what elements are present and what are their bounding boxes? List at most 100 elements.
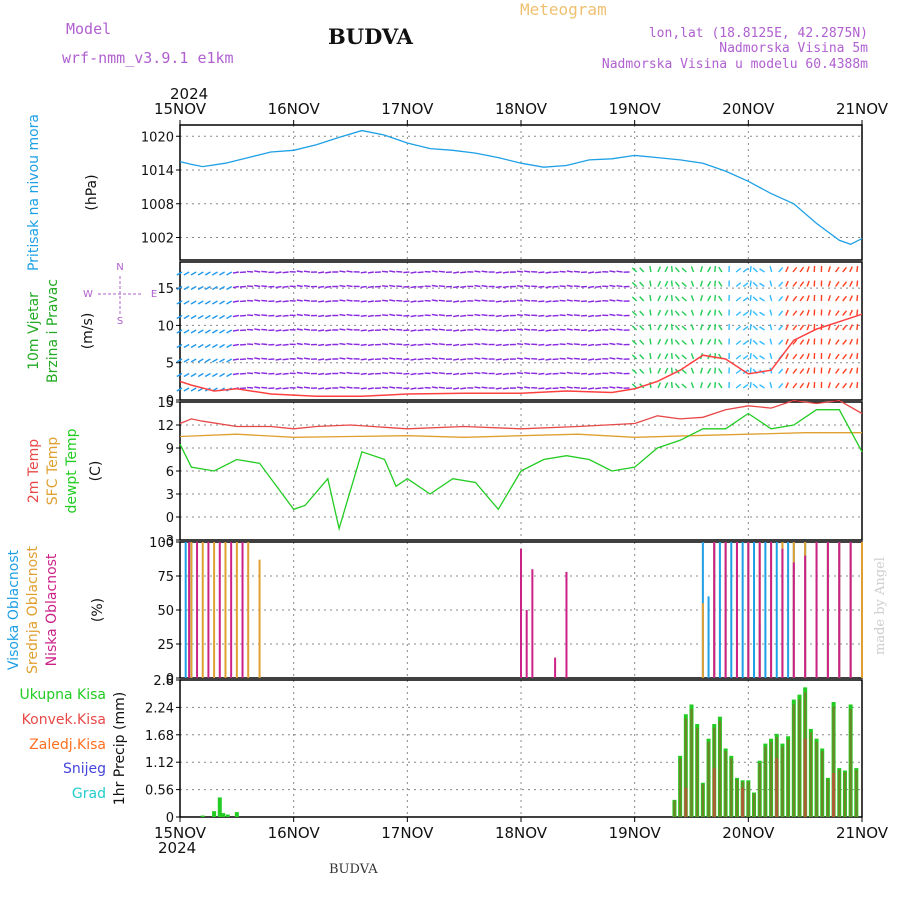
wind-arrow <box>735 369 742 375</box>
precip-bar-overlay <box>838 770 841 817</box>
wind-arrow <box>595 314 602 317</box>
wind-arrow <box>856 294 859 302</box>
wind-arrow <box>707 324 712 331</box>
wind-arrow <box>232 343 239 347</box>
wind-arrow <box>516 285 524 288</box>
wind-arrow <box>303 299 310 302</box>
wind-arrow <box>609 386 616 389</box>
wind-arrow <box>639 339 645 345</box>
precip-bar-overlay <box>798 699 801 817</box>
wind-arrow <box>670 265 673 273</box>
wind-arrow <box>616 386 623 389</box>
wind-arrow <box>657 367 662 374</box>
precip-ytick-label: 2.24 <box>145 701 174 716</box>
wind-arrow <box>699 266 704 273</box>
wind-arrow <box>453 387 460 390</box>
wind-arrow <box>690 367 695 374</box>
wind-arrow <box>538 358 545 361</box>
wind-arrow <box>502 329 509 332</box>
precip-bar <box>217 797 222 817</box>
wind-arrow <box>674 281 680 287</box>
wind-arrow <box>714 381 717 389</box>
wind-arrow <box>254 299 261 302</box>
pressure-unit: (hPa) <box>84 174 100 210</box>
wind-arrow <box>545 300 552 303</box>
wind-arrow <box>718 324 723 331</box>
wind-arrow <box>524 328 531 331</box>
year-top: 2024 <box>170 85 209 103</box>
wind-arrow <box>545 271 552 274</box>
wind-arrow <box>460 358 467 361</box>
wind-arrow <box>339 328 346 331</box>
wind-arrow <box>389 342 396 346</box>
wind-arrow <box>664 266 669 273</box>
wind-arrow <box>588 329 595 332</box>
wind-arrow <box>211 358 218 363</box>
wind-arrow <box>639 281 645 287</box>
wind-arrow <box>226 300 233 305</box>
wind-arrow <box>714 280 717 287</box>
precip-bar-overlay <box>843 772 847 817</box>
wind-arrow <box>417 372 424 375</box>
wind-arrow <box>381 314 389 317</box>
wind-arrow <box>690 382 695 389</box>
wind-arrow <box>609 342 616 346</box>
wind-arrow <box>735 383 742 389</box>
wind-arrow <box>190 387 197 392</box>
wind-arrow <box>792 310 798 316</box>
wind-arrow <box>226 314 233 320</box>
wind-arrow <box>367 372 374 376</box>
clouds-bar <box>207 542 210 678</box>
clouds-bar <box>184 542 187 678</box>
wind-arrow <box>303 343 310 346</box>
wind-arrow <box>481 284 488 288</box>
wind-arrow <box>792 324 798 331</box>
wind-ytick-label: 0 <box>166 394 174 409</box>
x-tick-label-top: 19NOV <box>609 100 662 118</box>
wind-arrow <box>545 329 552 332</box>
wind-arrow <box>806 309 810 316</box>
wind-arrow <box>360 343 367 346</box>
wind-arrow <box>410 314 417 318</box>
temperature-panel: 15 12 9 6 3 0 -3 2m Temp SFC Temp dewpt Temp (C) <box>26 396 863 549</box>
wind-arrow <box>460 271 467 274</box>
wind-arrow <box>849 280 853 287</box>
wind-arrow <box>417 387 424 390</box>
wind-arrow <box>481 328 488 331</box>
wind-arrow <box>204 285 211 291</box>
clouds-bar <box>735 542 738 678</box>
model-label: Model <box>66 20 112 38</box>
clouds-axis-title: Niska Oblacnost <box>44 553 60 666</box>
wind-arrow <box>718 339 723 345</box>
wind-arrow <box>609 284 616 288</box>
clouds-bar <box>804 555 807 678</box>
wind-arrow <box>664 382 669 389</box>
wind-arrow <box>609 371 616 375</box>
wind-arrow <box>381 328 389 331</box>
wind-arrow <box>670 367 673 374</box>
wind-arrow <box>502 343 509 347</box>
wind-arrow <box>410 271 417 274</box>
wind-arrow <box>714 338 717 345</box>
wind-arrow <box>232 271 239 274</box>
clouds-axis-title: Srednja Oblacnost <box>25 546 41 674</box>
wind-arrow <box>176 271 183 276</box>
wind-arrow <box>453 271 460 274</box>
wind-arrow <box>360 329 367 332</box>
wind-arrow <box>806 338 810 345</box>
wind-arrow <box>799 295 805 302</box>
wind-arrow <box>211 314 218 320</box>
wind-arrow <box>232 314 239 318</box>
wind-arrow <box>282 372 289 375</box>
precip-bar-overlay <box>724 751 727 817</box>
wind-arrow <box>176 387 183 392</box>
wind-arrow <box>481 342 488 346</box>
pressure-series-line <box>179 129 863 246</box>
wind-arrow <box>674 354 680 360</box>
wind-arrow <box>431 371 438 375</box>
wind-arrow <box>588 285 595 289</box>
wind-arrow <box>778 281 784 287</box>
clouds-bar <box>713 542 716 678</box>
precip-ytick-label: 1.12 <box>145 756 174 771</box>
wind-arrow <box>699 367 704 374</box>
